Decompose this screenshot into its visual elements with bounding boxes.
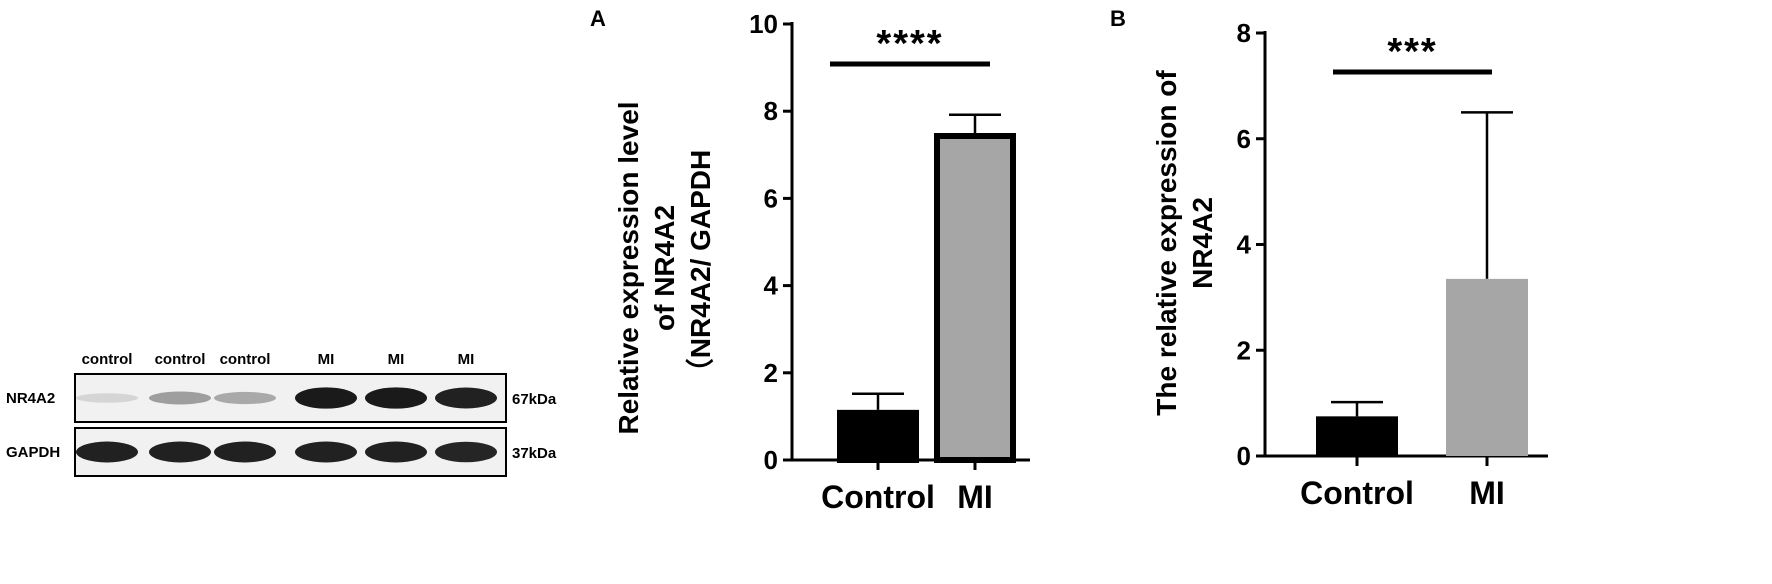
y-axis-label: Relative expression level of NR4A2 （NR4A2/… (613, 101, 716, 434)
blot-lane-label: MI (458, 351, 475, 368)
bar-control (1316, 416, 1398, 456)
blot-membrane (74, 373, 507, 423)
blot-membrane (74, 427, 507, 477)
chart-b: B The relative expression of NR4A2 0 2 4 6 8 C… (1110, 6, 1548, 511)
western-blot: control control control MI MI MI NR4A2 67kDa GA… (6, 351, 557, 477)
blot-row-name: GAPDH (6, 444, 60, 461)
y-tick-label: 0 (764, 445, 778, 475)
bar-mi (1446, 278, 1528, 456)
chart-a-plot: 0 2 4 6 8 10 Control MI **** (749, 9, 1030, 515)
y-tick-label: 4 (1237, 230, 1252, 260)
blot-rows: NR4A2 67kDa GAPDH 37kDa (6, 373, 557, 477)
panel-label-a: A (590, 6, 606, 31)
y-tick-label: 10 (749, 9, 778, 39)
x-tick-label: Control (821, 479, 935, 515)
y-axis-label-line: The relative expression of (1151, 70, 1182, 416)
blot-band (214, 441, 276, 463)
blot-lane-label: MI (318, 351, 335, 368)
panel-label-b: B (1110, 6, 1126, 31)
blot-lane-label: control (220, 351, 271, 368)
significance-stars: **** (876, 23, 943, 65)
x-tick-label: Control (1300, 475, 1414, 511)
y-tick-label: 8 (764, 96, 778, 126)
blot-band (76, 441, 138, 463)
chart-a-ylabel: Relative expression level of NR4A2 （NR4A2/… (613, 101, 716, 434)
blot-band (76, 393, 138, 403)
chart-b-ylabel: The relative expression of NR4A2 (1151, 70, 1218, 416)
bar-mi (934, 133, 1016, 463)
blot-row-size: 37kDa (512, 445, 557, 462)
y-tick-label: 2 (764, 358, 778, 388)
blot-lane-label: control (82, 351, 133, 368)
y-tick-label: 8 (1237, 18, 1251, 48)
blot-band (365, 387, 427, 409)
significance-stars: *** (1387, 31, 1437, 73)
blot-lane-label: MI (388, 351, 405, 368)
blot-lane-label: control (155, 351, 206, 368)
y-axis-label-line: of NR4A2 (649, 205, 680, 331)
blot-row-size: 67kDa (512, 391, 557, 408)
blot-band (435, 441, 497, 463)
y-axis-label-line: （NR4A2/ GAPDH (684, 150, 716, 386)
blot-band (149, 391, 211, 405)
y-tick-label: 0 (1237, 441, 1251, 471)
y-axis-label: The relative expression of NR4A2 (1151, 70, 1218, 416)
bar-control (837, 409, 919, 463)
chart-b-plot: 0 2 4 6 8 Control MI *** (1237, 18, 1548, 511)
y-tick-label: 2 (1237, 335, 1251, 365)
y-tick-label: 6 (764, 183, 778, 213)
blot-band (295, 387, 357, 409)
blot-row-gapdh: GAPDH 37kDa (6, 427, 557, 477)
y-tick-label: 6 (1237, 124, 1251, 154)
blot-row-nr4a2: NR4A2 67kDa (6, 373, 557, 423)
blot-row-name: NR4A2 (6, 390, 55, 407)
blot-band (435, 387, 497, 409)
blot-band (214, 391, 276, 405)
blot-lane-labels: control control control MI MI MI (82, 351, 475, 368)
blot-band (149, 441, 211, 463)
chart-a: A Relative expression level of NR4A2 （NR4A… (590, 6, 1030, 515)
x-tick-label: MI (1469, 475, 1505, 511)
blot-band (295, 441, 357, 463)
y-axis-label-line: NR4A2 (1187, 197, 1218, 289)
x-tick-label: MI (957, 479, 993, 515)
y-tick-label: 4 (764, 271, 779, 301)
y-axis-label-line: Relative expression level (613, 101, 644, 434)
blot-band (365, 441, 427, 463)
